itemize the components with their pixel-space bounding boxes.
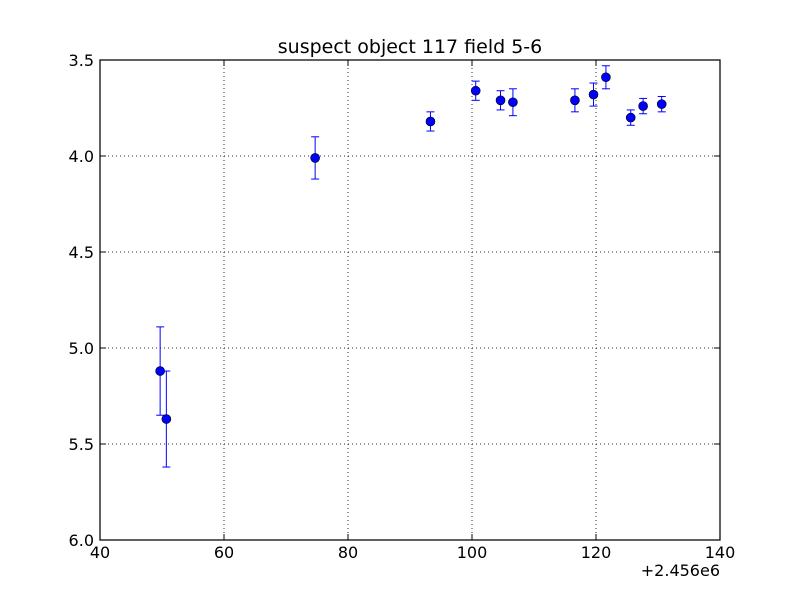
y-tick-label: 4.5 <box>69 243 94 262</box>
y-tick-label: 5.5 <box>69 435 94 454</box>
data-point <box>656 99 667 109</box>
data-point <box>470 85 481 96</box>
x-tick-label: 40 <box>90 543 110 562</box>
x-tick-label: 80 <box>338 543 358 562</box>
data-point <box>601 72 611 83</box>
axis-ticks <box>99 59 721 541</box>
grid <box>100 60 720 540</box>
y-tick-label: 6.0 <box>69 531 94 550</box>
x-tick-label: 60 <box>214 543 234 562</box>
x-tick-label: 100 <box>457 543 488 562</box>
data-points <box>155 72 667 424</box>
y-tick-label: 5.0 <box>69 339 94 358</box>
y-tick-label: 4.0 <box>69 147 94 166</box>
data-point <box>508 97 518 108</box>
x-axis-tick-labels: 40 60 80 100 120 140 <box>90 543 735 562</box>
data-point <box>425 116 436 127</box>
y-tick-label: 3.5 <box>69 51 94 70</box>
x-tick-label: 140 <box>705 543 736 562</box>
data-point <box>161 414 172 424</box>
error-bars <box>156 65 666 468</box>
chart-title: suspect object 117 field 5-6 <box>278 36 543 58</box>
data-point <box>625 112 636 123</box>
x-axis-offset-label: +2.456e6 <box>641 561 720 580</box>
x-tick-label: 120 <box>581 543 612 562</box>
data-point <box>570 95 580 106</box>
data-point <box>638 101 648 111</box>
data-point <box>588 89 599 100</box>
data-point <box>155 366 165 376</box>
data-point <box>495 95 506 106</box>
plot-frame <box>99 59 721 541</box>
data-point <box>310 153 320 163</box>
y-axis-tick-labels: 3.5 4.0 4.5 5.0 5.5 6.0 <box>69 51 94 550</box>
